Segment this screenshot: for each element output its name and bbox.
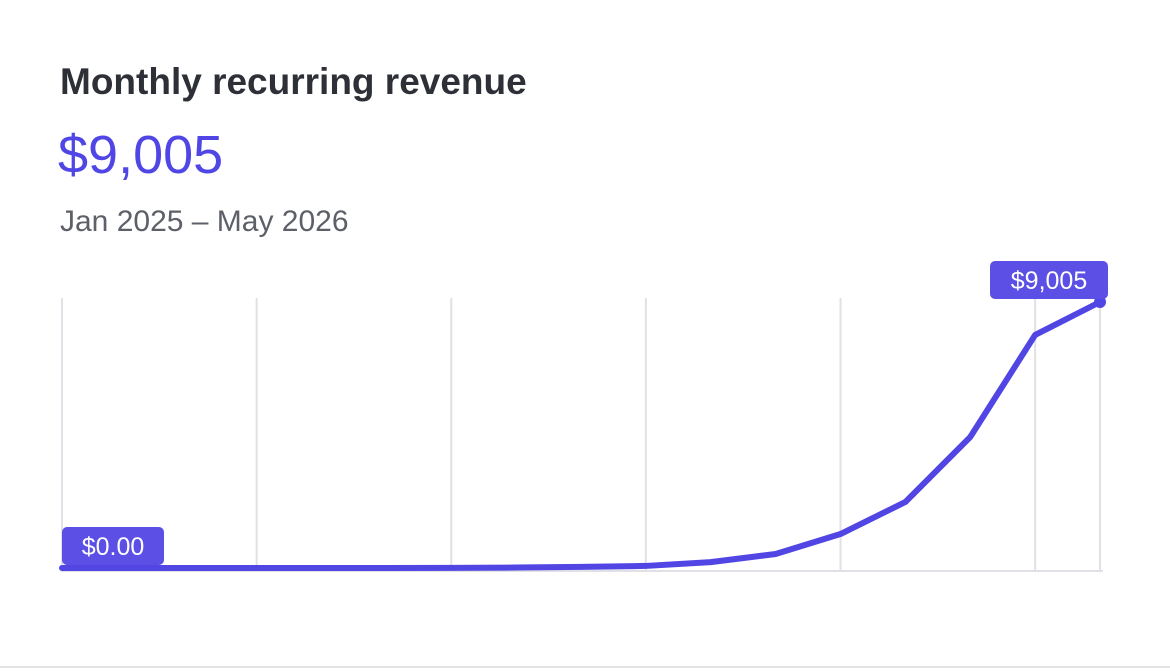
value-label: $9,005 xyxy=(1011,267,1087,295)
value-label-bg xyxy=(990,261,1108,299)
value-label: $0.00 xyxy=(82,533,145,561)
line xyxy=(59,299,1103,571)
value-label-bg xyxy=(62,527,164,565)
chart-title: Monthly recurring revenue xyxy=(60,61,527,102)
date-range: Jan 2025 – May 2026 xyxy=(60,205,349,238)
headline-value: $9,005 xyxy=(58,125,223,185)
